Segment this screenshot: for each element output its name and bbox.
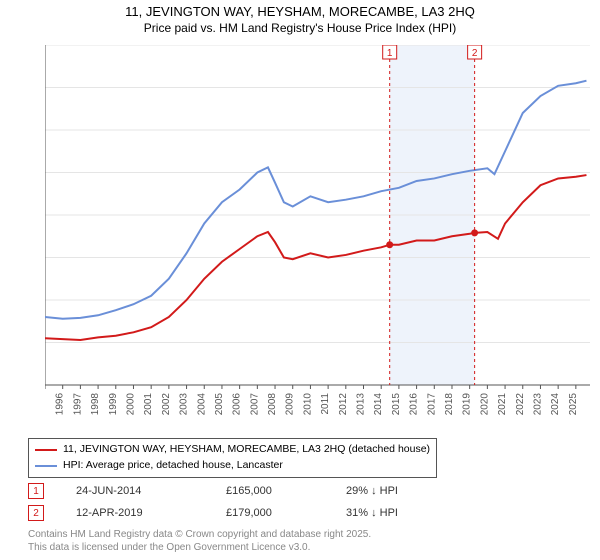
svg-text:2014: 2014: [373, 393, 384, 415]
sale-marker-2: 2: [28, 505, 44, 521]
svg-text:1996: 1996: [55, 393, 66, 415]
svg-text:2024: 2024: [550, 393, 561, 415]
legend-row-hpi: HPI: Average price, detached house, Lanc…: [35, 458, 430, 474]
chart-title: 11, JEVINGTON WAY, HEYSHAM, MORECAMBE, L…: [0, 0, 600, 19]
legend-label-hpi: HPI: Average price, detached house, Lanc…: [63, 458, 283, 474]
svg-text:2001: 2001: [143, 393, 154, 415]
sale-marker-1: 1: [28, 483, 44, 499]
sale-date-1: 24-JUN-2014: [76, 485, 226, 497]
svg-text:1998: 1998: [90, 393, 101, 415]
chart-area: £0£50K£100K£150K£200K£250K£300K£350K£400…: [45, 45, 590, 415]
sale-diff-1: 29% ↓ HPI: [346, 485, 466, 497]
svg-text:1: 1: [387, 48, 393, 59]
svg-text:2: 2: [472, 48, 478, 59]
sale-diff-2: 31% ↓ HPI: [346, 507, 466, 519]
svg-text:2008: 2008: [267, 393, 278, 415]
svg-text:2005: 2005: [214, 393, 225, 415]
svg-text:2017: 2017: [426, 393, 437, 415]
svg-text:2002: 2002: [161, 393, 172, 415]
footer-line-1: Contains HM Land Registry data © Crown c…: [28, 528, 371, 541]
svg-text:2020: 2020: [479, 393, 490, 415]
svg-text:2015: 2015: [391, 393, 402, 415]
legend-label-property: 11, JEVINGTON WAY, HEYSHAM, MORECAMBE, L…: [63, 442, 430, 458]
svg-text:1995: 1995: [45, 393, 48, 415]
svg-text:2006: 2006: [232, 393, 243, 415]
svg-text:1999: 1999: [108, 393, 119, 415]
svg-text:2009: 2009: [285, 393, 296, 415]
sale-row-2: 2 12-APR-2019 £179,000 31% ↓ HPI: [28, 502, 466, 524]
svg-text:2013: 2013: [356, 393, 367, 415]
svg-text:2016: 2016: [409, 393, 420, 415]
svg-text:2021: 2021: [497, 393, 508, 415]
svg-text:2010: 2010: [302, 393, 313, 415]
svg-text:2018: 2018: [444, 393, 455, 415]
sale-date-2: 12-APR-2019: [76, 507, 226, 519]
sales-table: 1 24-JUN-2014 £165,000 29% ↓ HPI 2 12-AP…: [28, 480, 466, 524]
svg-text:2003: 2003: [179, 393, 190, 415]
legend-box: 11, JEVINGTON WAY, HEYSHAM, MORECAMBE, L…: [28, 438, 437, 478]
svg-text:2000: 2000: [125, 393, 136, 415]
svg-text:2007: 2007: [249, 393, 260, 415]
svg-text:2022: 2022: [515, 393, 526, 415]
svg-text:2012: 2012: [338, 393, 349, 415]
sale-price-1: £165,000: [226, 485, 346, 497]
sale-price-2: £179,000: [226, 507, 346, 519]
legend-row-property: 11, JEVINGTON WAY, HEYSHAM, MORECAMBE, L…: [35, 442, 430, 458]
svg-text:2025: 2025: [568, 393, 579, 415]
svg-text:2011: 2011: [320, 393, 331, 415]
svg-text:2004: 2004: [196, 393, 207, 415]
sale-row-1: 1 24-JUN-2014 £165,000 29% ↓ HPI: [28, 480, 466, 502]
line-chart-svg: £0£50K£100K£150K£200K£250K£300K£350K£400…: [45, 45, 590, 415]
chart-subtitle: Price paid vs. HM Land Registry's House …: [0, 19, 600, 35]
legend-swatch-property: [35, 449, 57, 451]
svg-text:2019: 2019: [462, 393, 473, 415]
svg-text:1997: 1997: [72, 393, 83, 415]
footer-line-2: This data is licensed under the Open Gov…: [28, 541, 371, 554]
footer-attribution: Contains HM Land Registry data © Crown c…: [28, 528, 371, 554]
svg-text:2023: 2023: [532, 393, 543, 415]
legend-swatch-hpi: [35, 465, 57, 467]
